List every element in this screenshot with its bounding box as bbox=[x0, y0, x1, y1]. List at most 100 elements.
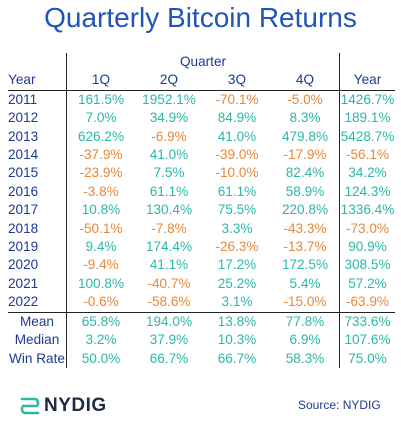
table-cell: 3.3% bbox=[221, 220, 253, 236]
table-cell: 100.8% bbox=[66, 274, 135, 294]
table-cell: 75.5% bbox=[217, 202, 257, 218]
row-year-label: 2011 bbox=[8, 91, 38, 107]
stat-cell: 58.3% bbox=[271, 349, 340, 368]
table-cell: -15.0% bbox=[271, 293, 340, 313]
source-note: Source: NYDIG bbox=[298, 398, 381, 412]
table-cell: -63.9% bbox=[345, 294, 390, 310]
stat-row: Win Rate 50.0% 66.7% 66.7% 58.3% 75.0% bbox=[8, 349, 395, 368]
table-cell: 7.0% bbox=[66, 109, 135, 128]
row-year-label: 2019 bbox=[8, 239, 39, 255]
table-cell: 41.1% bbox=[149, 257, 189, 273]
q4-column-header: 4Q bbox=[271, 71, 340, 91]
stat-cell: 37.9% bbox=[149, 332, 189, 348]
row-year-label: 2015 bbox=[8, 165, 39, 181]
table-cell: 34.9% bbox=[149, 110, 189, 126]
table-cell: 41.0% bbox=[217, 128, 257, 144]
row-year-label: 2022 bbox=[8, 294, 39, 310]
annual-column-header: Year bbox=[353, 72, 382, 88]
table-cell: 90.9% bbox=[348, 239, 387, 255]
table-cell: 10.8% bbox=[66, 201, 135, 220]
table-cell: 34.2% bbox=[348, 165, 387, 181]
stat-row: Mean 65.8% 194.0% 13.8% 77.8% 733.6% bbox=[8, 312, 395, 332]
table-cell: 1426.7% bbox=[340, 91, 395, 107]
table-row: 2020 -9.4% 41.1% 17.2% 172.5% 308.5% bbox=[8, 256, 395, 275]
table-cell: -26.3% bbox=[215, 239, 259, 255]
stat-cell: 6.9% bbox=[271, 331, 340, 350]
table-cell: -7.8% bbox=[151, 220, 187, 236]
stat-row: Median 3.2% 37.9% 10.3% 6.9% 107.6% bbox=[8, 331, 395, 350]
table-cell: 479.8% bbox=[271, 127, 340, 147]
table-row: 2013 626.2% -6.9% 41.0% 479.8% 5428.7% bbox=[8, 127, 395, 147]
nydig-logo: NYDIG bbox=[20, 395, 107, 417]
row-year-label: 2012 bbox=[8, 110, 39, 126]
table-cell: -56.1% bbox=[345, 147, 390, 163]
stat-cell: 77.8% bbox=[271, 312, 340, 332]
stat-cell: 3.2% bbox=[66, 331, 135, 350]
stat-label: Mean bbox=[19, 313, 54, 329]
table-row: 2019 9.4% 174.4% -26.3% -13.7% 90.9% bbox=[8, 238, 395, 257]
table-cell: 61.1% bbox=[149, 183, 189, 199]
row-year-label: 2021 bbox=[8, 275, 39, 291]
table-cell: -70.1% bbox=[215, 91, 259, 107]
stat-cell: 10.3% bbox=[217, 332, 257, 348]
quarter-group-header: Quarter bbox=[66, 53, 340, 72]
table-row: 2018 -50.1% -7.8% 3.3% -43.3% -73.0% bbox=[8, 219, 395, 239]
row-year-label: 2018 bbox=[8, 220, 39, 236]
table-cell: 3.1% bbox=[221, 294, 253, 310]
header-group-row: Quarter bbox=[8, 53, 395, 72]
returns-table: Quarter Year 1Q 2Q 3Q 4Q Year 2011 161.5%… bbox=[8, 53, 395, 368]
row-year-label: 2017 bbox=[8, 202, 39, 218]
table-cell: 8.3% bbox=[271, 109, 340, 128]
table-cell: -10.0% bbox=[215, 165, 259, 181]
table-cell: 1336.4% bbox=[340, 202, 395, 218]
table-cell: 130.4% bbox=[145, 202, 193, 218]
table-cell: 220.8% bbox=[271, 201, 340, 220]
table-cell: 84.9% bbox=[217, 110, 257, 126]
table-row: 2016 -3.8% 61.1% 61.1% 58.9% 124.3% bbox=[8, 182, 395, 202]
table-cell: -6.9% bbox=[151, 128, 187, 144]
page-title: Quarterly Bitcoin Returns bbox=[44, 2, 357, 33]
table-cell: -43.3% bbox=[271, 219, 340, 239]
table-cell: 189.1% bbox=[344, 110, 391, 126]
stat-cell: 65.8% bbox=[66, 312, 135, 332]
table-cell: 124.3% bbox=[344, 183, 391, 199]
table-cell: 7.5% bbox=[153, 165, 185, 181]
table-cell: 174.4% bbox=[145, 239, 193, 255]
table-cell: 161.5% bbox=[66, 90, 135, 110]
logo-text: NYDIG bbox=[44, 395, 107, 416]
table-row: 2012 7.0% 34.9% 84.9% 8.3% 189.1% bbox=[8, 109, 395, 128]
q1-column-header: 1Q bbox=[66, 71, 135, 91]
table-cell: -13.7% bbox=[271, 238, 340, 257]
table-row: 2014 -37.9% 41.0% -39.0% -17.9% -56.1% bbox=[8, 146, 395, 165]
table-cell: -23.9% bbox=[66, 164, 135, 183]
q2-column-header: 2Q bbox=[159, 72, 179, 88]
table-cell: 1952.1% bbox=[142, 91, 196, 107]
stat-cell: 66.7% bbox=[149, 350, 189, 366]
stat-cell: 107.6% bbox=[344, 332, 391, 348]
stat-cell: 733.6% bbox=[344, 313, 391, 329]
table-cell: 58.9% bbox=[271, 182, 340, 202]
table-cell: 25.2% bbox=[217, 275, 257, 291]
table-cell: -40.7% bbox=[147, 275, 191, 291]
table-cell: -39.0% bbox=[215, 147, 259, 163]
row-year-label: 2013 bbox=[8, 128, 39, 144]
table-cell: 61.1% bbox=[217, 183, 257, 199]
table-row: 2021 100.8% -40.7% 25.2% 5.4% 57.2% bbox=[8, 274, 395, 294]
stat-cell: 66.7% bbox=[217, 350, 257, 366]
row-year-label: 2014 bbox=[8, 147, 39, 163]
table-cell: -73.0% bbox=[345, 220, 390, 236]
stat-cell: 75.0% bbox=[348, 350, 387, 366]
stat-label: Median bbox=[14, 332, 60, 348]
row-year-label: 2016 bbox=[8, 183, 39, 199]
q3-column-header: 3Q bbox=[227, 72, 247, 88]
table-row: 2022 -0.6% -58.6% 3.1% -15.0% -63.9% bbox=[8, 293, 395, 313]
nydig-logo-icon bbox=[20, 397, 40, 415]
table-cell: 9.4% bbox=[66, 238, 135, 257]
year-column-header: Year bbox=[8, 72, 36, 88]
table-cell: -3.8% bbox=[66, 182, 135, 202]
table-cell: -17.9% bbox=[271, 146, 340, 165]
table-cell: -37.9% bbox=[66, 146, 135, 165]
table-cell: 308.5% bbox=[344, 257, 391, 273]
table-cell: 5428.7% bbox=[340, 128, 395, 144]
header-row: Year 1Q 2Q 3Q 4Q Year bbox=[8, 71, 395, 91]
